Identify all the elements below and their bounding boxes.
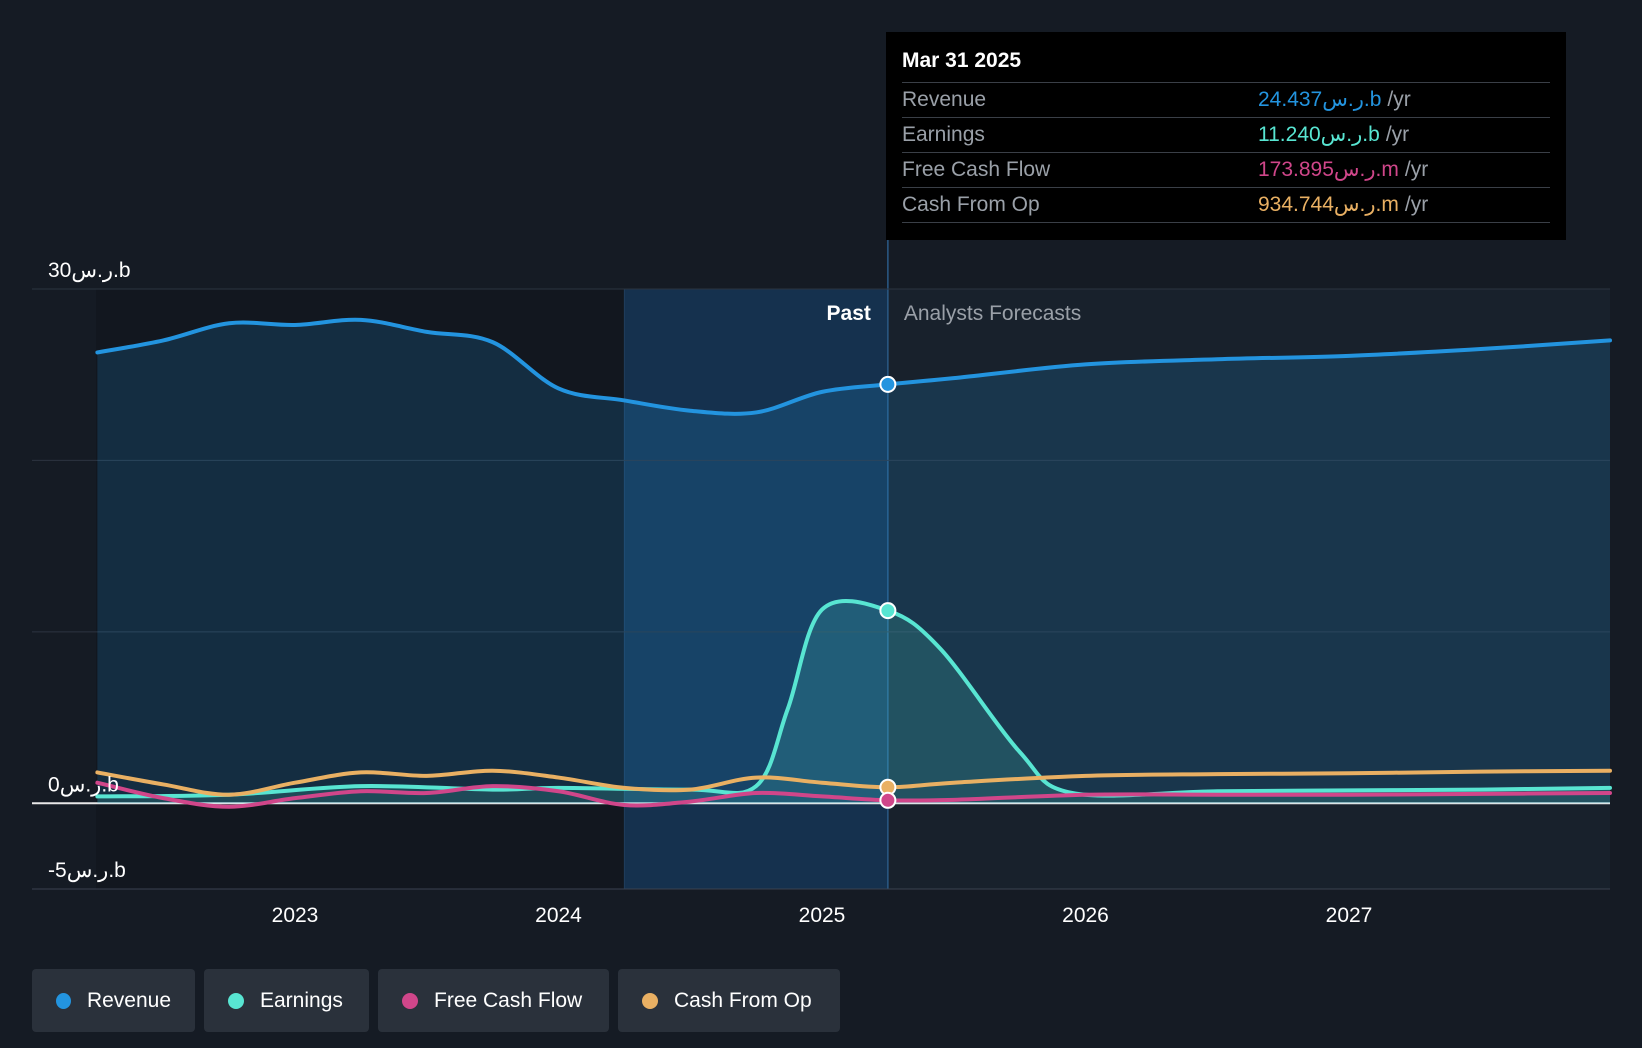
x-tick-label: 2023 — [272, 904, 319, 927]
tooltip-value-wrap: 24.437ر.س.b/yr — [1258, 83, 1411, 117]
legend-item-revenue[interactable]: Revenue — [32, 969, 195, 1032]
legend-label: Earnings — [260, 988, 343, 1012]
series-line-cash-from-op — [95, 768, 1612, 797]
series-line-earnings — [95, 599, 1612, 799]
tooltip-value: 24.437ر.س.b — [1258, 88, 1382, 111]
tooltip-date: Mar 31 2025 — [902, 46, 1550, 83]
legend-item-cash-from-op[interactable]: Cash From Op — [618, 969, 840, 1032]
tooltip-value: 934.744ر.س.m — [1258, 193, 1399, 216]
series-area-earnings — [97, 600, 1610, 804]
tooltip: Mar 31 2025 Revenue 24.437ر.س.b/yr Earni… — [886, 32, 1566, 240]
tooltip-unit: /yr — [1387, 88, 1411, 111]
tooltip-value: 173.895ر.س.m — [1258, 158, 1399, 181]
series-line-free-cash-flow — [95, 780, 1612, 809]
legend-item-free-cash-flow[interactable]: Free Cash Flow — [378, 969, 609, 1032]
tooltip-row-earnings: Earnings 11.240ر.س.b/yr — [902, 118, 1550, 153]
legend-label: Free Cash Flow — [434, 988, 583, 1012]
series-line-revenue — [95, 317, 1612, 416]
tooltip-value-wrap: 11.240ر.س.b/yr — [1258, 118, 1409, 152]
y-tick-label: 30ر.س.b — [48, 259, 131, 283]
series-area-revenue — [97, 319, 1610, 804]
legend-label: Cash From Op — [674, 988, 812, 1012]
tooltip-label: Revenue — [902, 88, 987, 111]
x-tick-label: 2025 — [799, 904, 846, 927]
legend-dot-icon — [56, 992, 71, 1009]
x-tick-label: 2026 — [1062, 904, 1109, 927]
tooltip-row-revenue: Revenue 24.437ر.س.b/yr — [902, 83, 1550, 118]
legend-dot-icon — [402, 992, 418, 1009]
tooltip-value-wrap: 173.895ر.س.m/yr — [1258, 153, 1428, 187]
legend-dot-icon — [642, 992, 658, 1009]
past-label: Past — [827, 302, 871, 325]
tooltip-row-cash-from-op: Cash From Op 934.744ر.س.m/yr — [902, 188, 1550, 223]
legend-dot-icon — [228, 992, 244, 1009]
legend-item-earnings[interactable]: Earnings — [204, 969, 369, 1032]
tooltip-value: 11.240ر.س.b — [1258, 123, 1380, 146]
tooltip-value-wrap: 934.744ر.س.m/yr — [1258, 188, 1428, 222]
y-tick-label: -5ر.س.b — [48, 859, 126, 883]
legend-label: Revenue — [86, 988, 171, 1012]
x-tick-label: 2027 — [1326, 904, 1373, 927]
tooltip-label: Earnings — [902, 123, 985, 146]
tooltip-label: Cash From Op — [902, 193, 1040, 216]
tooltip-label: Free Cash Flow — [902, 158, 1051, 181]
point-marker-free-cash-flow — [879, 791, 897, 809]
tooltip-unit: /yr — [1404, 193, 1429, 216]
point-marker-revenue — [879, 375, 897, 393]
tooltip-row-free-cash-flow: Free Cash Flow 173.895ر.س.m/yr — [902, 153, 1550, 188]
tooltip-unit: /yr — [1404, 158, 1429, 181]
y-tick-label: 0ر.س.b — [48, 773, 119, 797]
x-tick-label: 2024 — [535, 904, 582, 927]
forecast-label: Analysts Forecasts — [904, 302, 1081, 325]
legend: Revenue Earnings Free Cash Flow Cash Fro… — [32, 969, 840, 1032]
point-marker-earnings — [879, 602, 897, 620]
tooltip-unit: /yr — [1385, 123, 1410, 146]
